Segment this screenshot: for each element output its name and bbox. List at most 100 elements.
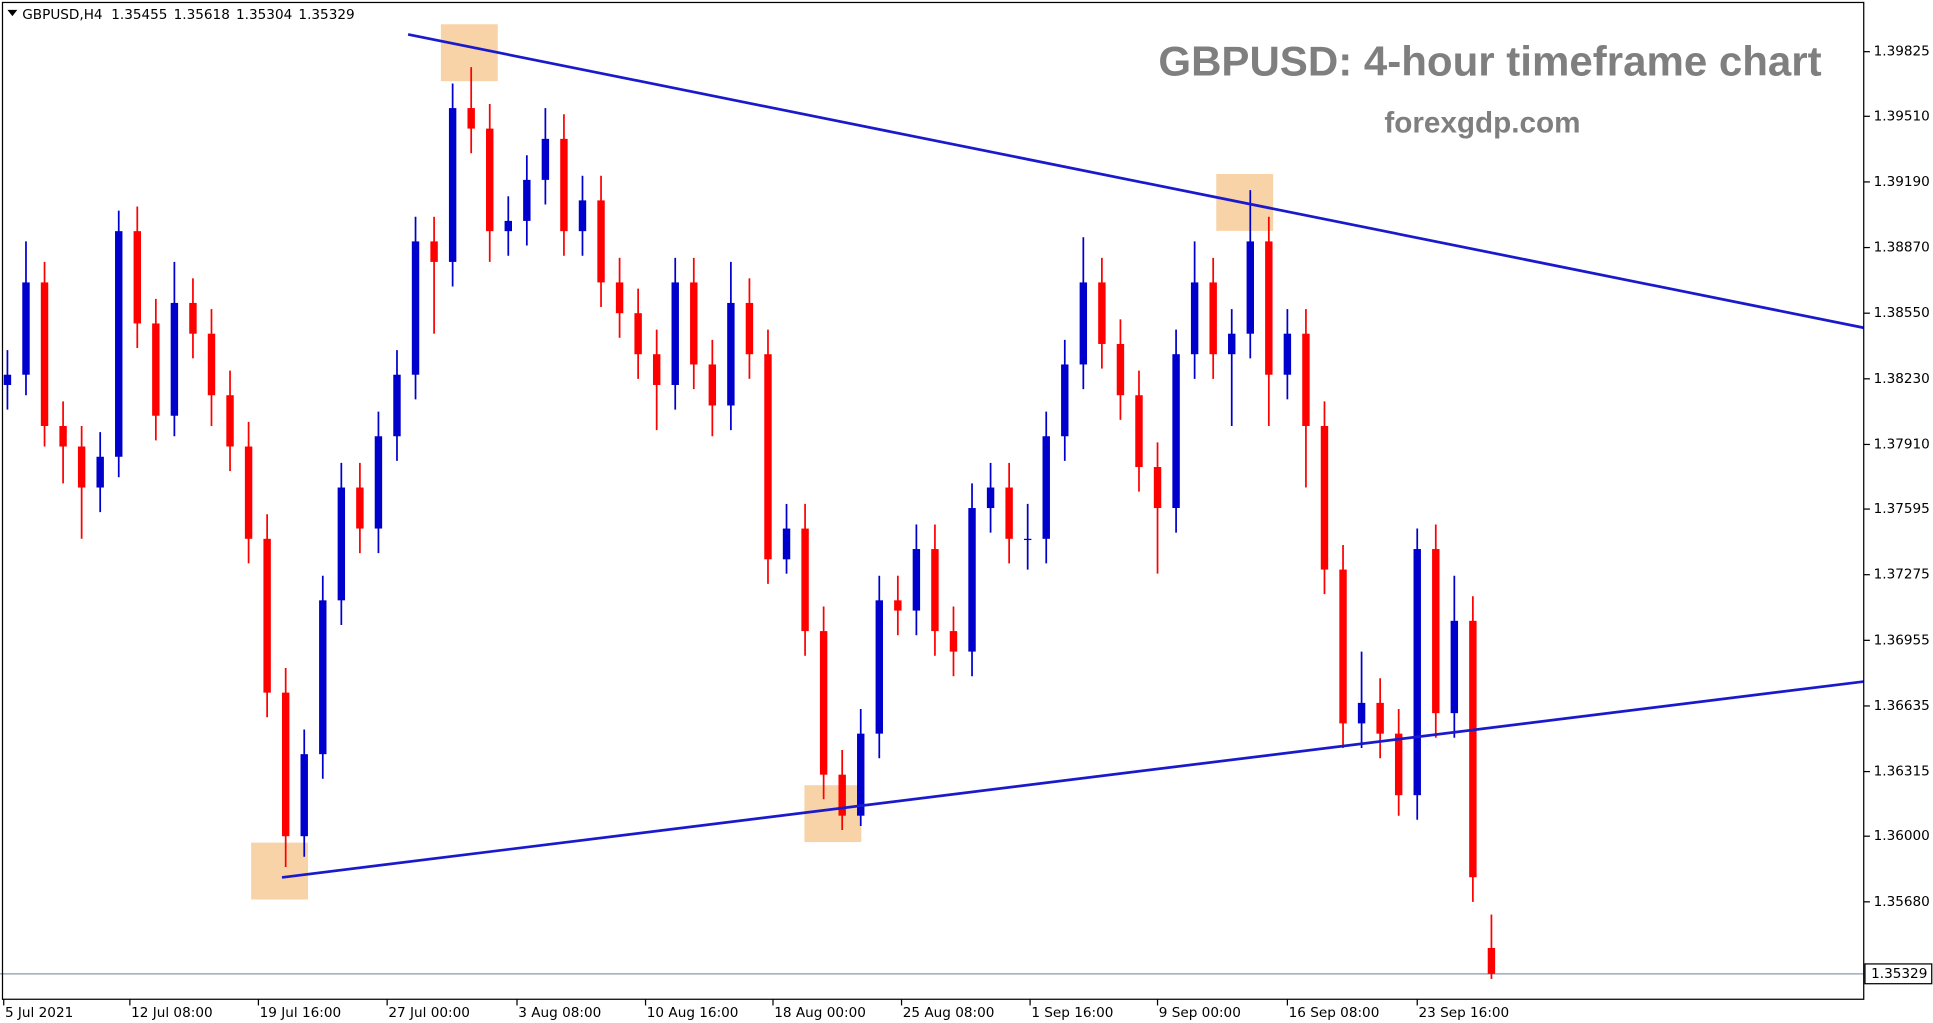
candle-body [690, 282, 698, 365]
candle-body [1209, 282, 1217, 355]
candle-body [96, 456, 104, 488]
last-open: 1.35455 [111, 7, 167, 23]
candle-body [1320, 425, 1329, 570]
y-tick-label: 1.37595 [1874, 501, 1930, 517]
x-tick-label: 18 Aug 00:00 [774, 1005, 866, 1021]
x-tick-label: 25 Aug 08:00 [903, 1005, 995, 1021]
y-tick-label: 1.36635 [1874, 698, 1930, 714]
highlight-box [251, 842, 309, 900]
candle-body [1061, 364, 1069, 437]
y-tick-label: 1.37275 [1874, 567, 1930, 583]
candle-body [393, 374, 401, 437]
menu-arrow[interactable] [7, 9, 18, 17]
candle-body [1172, 354, 1180, 509]
candle-body [1265, 241, 1273, 375]
y-tick-label: 1.36000 [1874, 828, 1930, 844]
candle-body [356, 487, 364, 529]
candle-body [1469, 620, 1477, 878]
candle-body [523, 179, 531, 221]
candle-body [430, 241, 438, 262]
candle-body [541, 138, 550, 180]
candle-body [1005, 487, 1013, 539]
chart-subtitle: forexgdp.com [1384, 107, 1580, 140]
candle-body [1023, 538, 1032, 541]
x-tick-label: 10 Aug 16:00 [647, 1005, 739, 1021]
x-tick-label: 16 Sep 08:00 [1289, 1005, 1380, 1021]
symbol: GBPUSD,H4 [22, 7, 102, 23]
price-label-box [1864, 963, 1933, 985]
candle-body [263, 538, 271, 693]
candle-body [912, 549, 921, 611]
y-tick-label: 1.38550 [1874, 305, 1930, 321]
x-tick-label: 23 Sep 16:00 [1418, 1005, 1509, 1021]
plot-area [0, 24, 1864, 979]
candle-body [1098, 282, 1106, 344]
candle-body [40, 282, 49, 426]
y-tick-label: 1.36955 [1874, 632, 1930, 648]
x-tick-label: 1 Sep 16:00 [1031, 1005, 1113, 1021]
x-tick-label: 5 Jul 2021 [5, 1005, 73, 1021]
x-tick-label: 9 Sep 00:00 [1159, 1005, 1241, 1021]
candle-body [1246, 241, 1254, 334]
x-tick-label: 12 Jul 08:00 [131, 1005, 213, 1021]
candle-body [1394, 733, 1403, 796]
candle-body [875, 600, 883, 734]
candle-body [1116, 343, 1125, 396]
candle-body [281, 692, 290, 837]
candle-body [1190, 282, 1199, 355]
candle-body [77, 446, 86, 488]
candle-body [1228, 333, 1236, 355]
x-tick-label: 27 Jul 00:00 [388, 1005, 470, 1021]
candle-body [1079, 282, 1088, 365]
candle-body [3, 374, 12, 385]
candle-body [170, 302, 179, 416]
candle-body [189, 302, 197, 334]
y-tick-label: 1.38230 [1874, 371, 1930, 387]
candle-body [1283, 333, 1292, 375]
candle-body [1135, 395, 1143, 468]
candle-body [560, 138, 568, 232]
candle-body [931, 549, 939, 632]
candle-body [1487, 947, 1496, 974]
candle-body [708, 364, 717, 406]
highlight-box [440, 24, 498, 82]
candle-body [337, 487, 346, 601]
candle-body [300, 754, 308, 837]
candle-body [22, 282, 30, 375]
candle-body [1413, 549, 1421, 796]
y-tick-label: 1.39825 [1874, 44, 1930, 60]
candle-body [597, 200, 605, 283]
candle-body [1153, 467, 1162, 509]
candle-body [374, 436, 383, 529]
last-close: 1.35329 [298, 7, 354, 23]
candle-body [819, 631, 828, 775]
trendline [407, 33, 1864, 330]
candle-body [1042, 436, 1050, 539]
candle-body [745, 302, 754, 355]
candle-body [615, 282, 624, 314]
plot-frame [1, 1, 1865, 1000]
y-tick-label: 1.38870 [1874, 240, 1930, 256]
last-low: 1.35304 [236, 7, 292, 23]
candle-body [244, 446, 253, 539]
candle-body [467, 108, 475, 129]
candle-body [1450, 620, 1459, 714]
candle-body [504, 220, 512, 232]
candle-body [319, 600, 327, 755]
price-label: 1.35329 [1871, 966, 1927, 982]
candle-body [448, 108, 457, 262]
candle-body [857, 733, 865, 816]
candle-body [1376, 702, 1384, 734]
candle-body [1302, 333, 1310, 426]
y-tick-label: 1.39510 [1874, 108, 1930, 124]
candle-body [1339, 569, 1347, 724]
candle-body [894, 600, 902, 611]
candle-body [152, 323, 160, 416]
candle-body [115, 231, 123, 457]
candle-body [1357, 702, 1366, 724]
y-tick-label: 1.39190 [1874, 174, 1930, 190]
x-tick-label: 19 Jul 16:00 [260, 1005, 342, 1021]
